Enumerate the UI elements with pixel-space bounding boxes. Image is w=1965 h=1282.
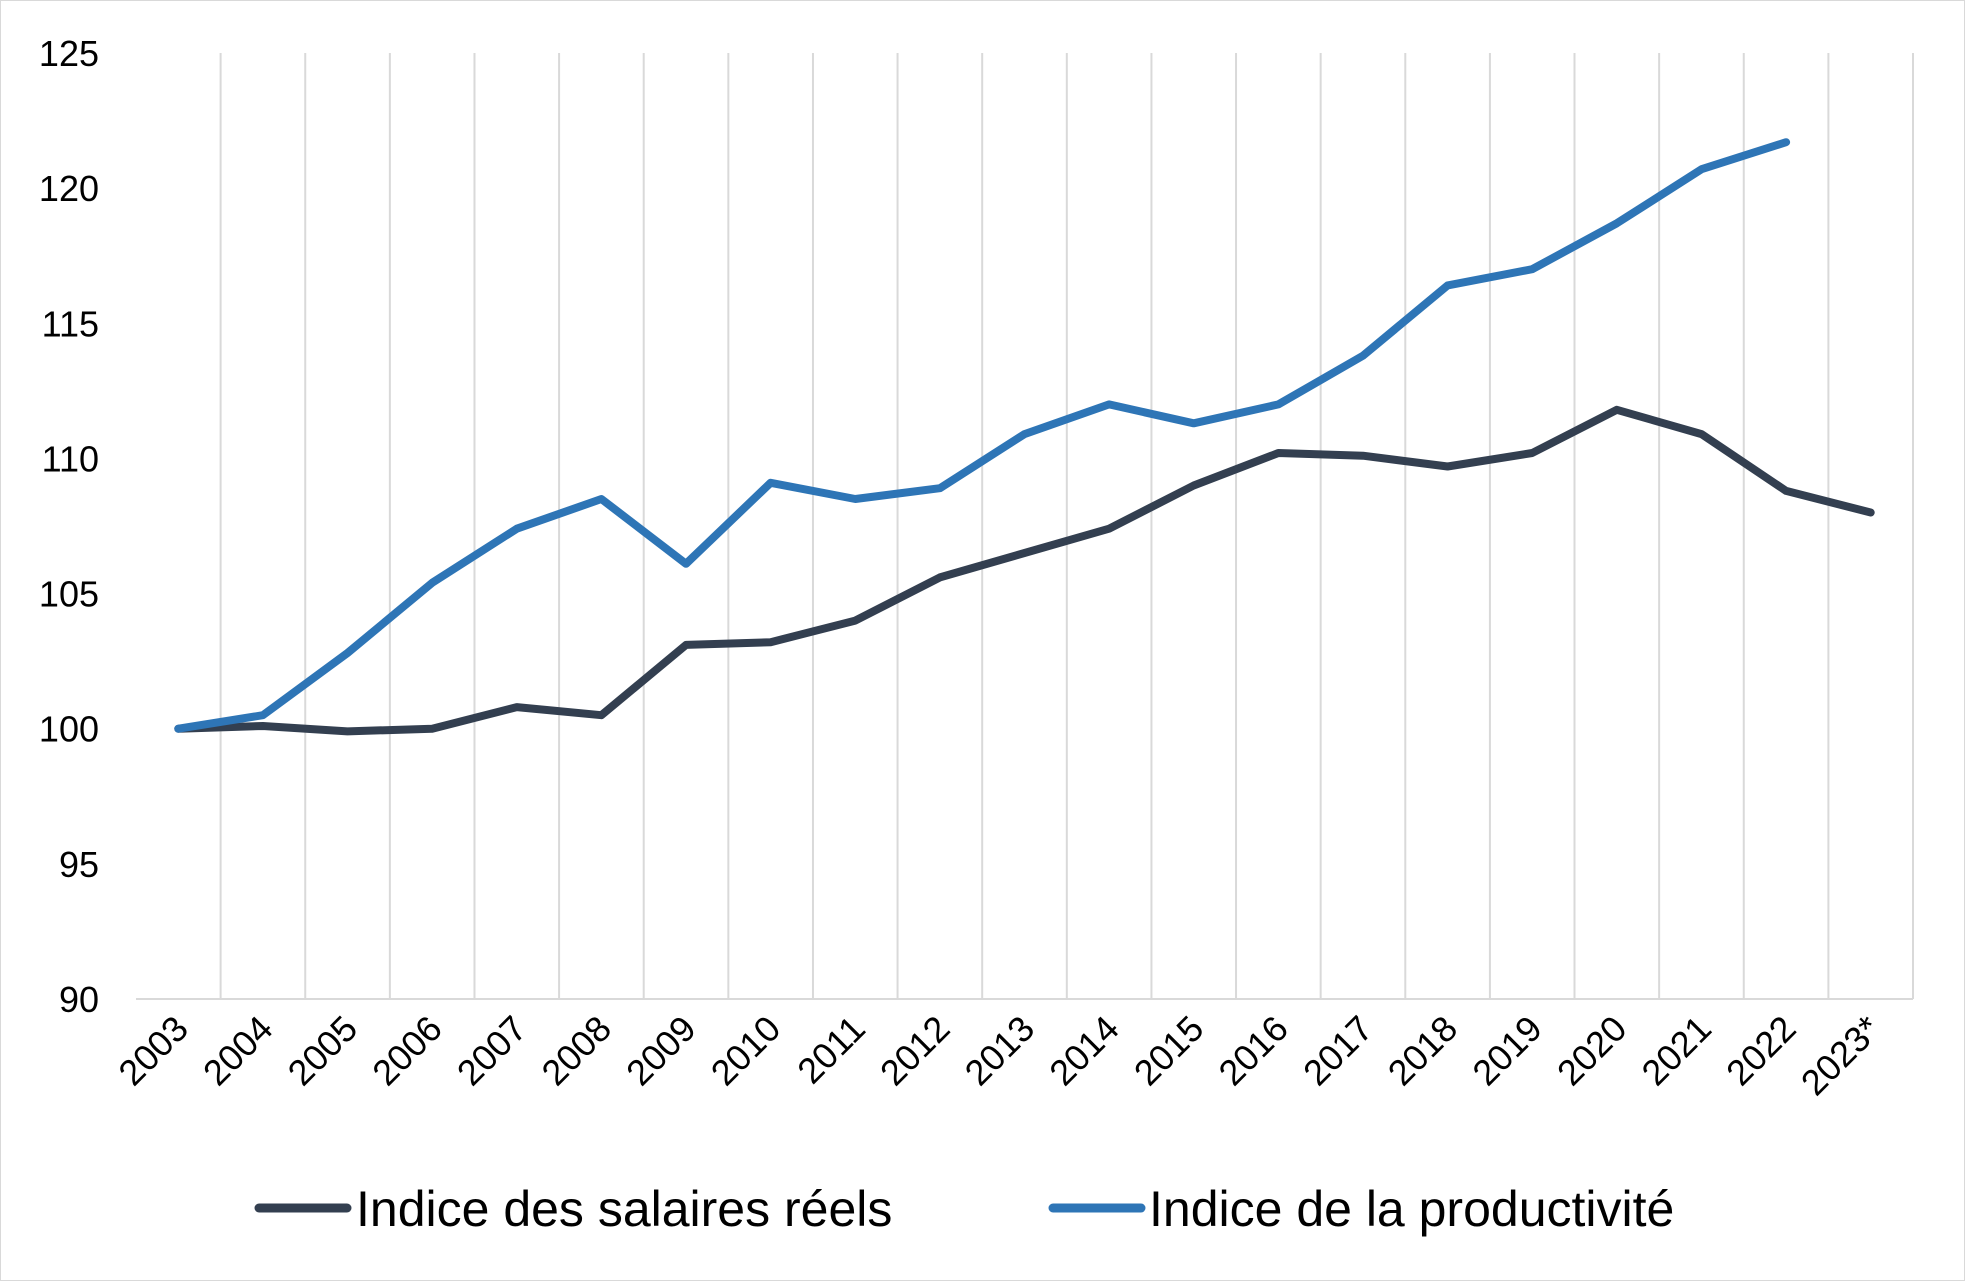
x-tick-label: 2016: [1210, 1008, 1296, 1094]
series-lines: [174, 138, 1875, 736]
x-tick-label: 2022: [1718, 1008, 1804, 1094]
legend: Indice des salaires réels Indice de la p…: [254, 1181, 1674, 1237]
x-tick-label: 2015: [1126, 1008, 1212, 1094]
y-tick-label: 95: [59, 844, 99, 885]
y-tick-label: 115: [42, 303, 99, 344]
y-tick-label: 125: [39, 33, 99, 74]
y-tick-label: 110: [42, 438, 99, 479]
x-tick-label: 2008: [533, 1008, 619, 1094]
x-tick-label: 2006: [364, 1008, 450, 1094]
x-tick-label: 2017: [1295, 1008, 1381, 1094]
y-tick-label: 100: [39, 709, 99, 750]
x-tick-label: 2014: [1041, 1008, 1127, 1094]
x-tick-label: 2012: [872, 1008, 958, 1094]
series-line-0: [174, 405, 1875, 736]
y-axis-tick-labels: 90 95 100 105 110 115 120 125: [39, 33, 99, 1020]
x-tick-label: 2004: [195, 1008, 281, 1094]
x-tick-label: 2021: [1633, 1008, 1719, 1094]
x-tick-label: 2009: [618, 1008, 704, 1094]
x-tick-label: 2003: [110, 1008, 196, 1094]
legend-label-salaires: Indice des salaires réels: [356, 1181, 892, 1237]
x-tick-label: 2007: [449, 1008, 535, 1094]
x-tick-label: 2010: [703, 1008, 789, 1094]
x-tick-label: 2005: [280, 1008, 366, 1094]
x-tick-label: 2019: [1464, 1008, 1550, 1094]
x-tick-label: 2023*: [1793, 1008, 1889, 1104]
grid: [219, 53, 1914, 999]
series-line-1: [174, 138, 1791, 733]
x-tick-label: 2011: [789, 1008, 873, 1092]
x-tick-label: 2020: [1549, 1008, 1635, 1094]
y-tick-label: 120: [39, 168, 99, 209]
legend-label-productivite: Indice de la productivité: [1149, 1181, 1674, 1237]
x-tick-label: 2018: [1380, 1008, 1466, 1094]
y-tick-label: 105: [39, 574, 99, 615]
y-tick-label: 90: [59, 979, 99, 1020]
x-tick-label: 2013: [957, 1008, 1043, 1094]
